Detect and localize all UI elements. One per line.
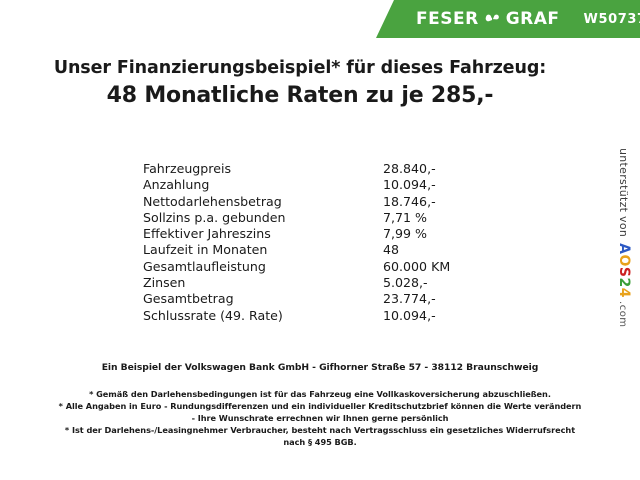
aos-letter-2: 2 bbox=[616, 277, 632, 288]
legal-line: * Ist der Darlehens-/Leasingnehmer Verbr… bbox=[64, 425, 576, 436]
table-row: Laufzeit in Monaten 48 bbox=[143, 242, 450, 258]
row-value: 48 bbox=[383, 242, 400, 258]
legal-line: * Gemäß den Darlehensbedingungen ist für… bbox=[89, 389, 551, 399]
row-value: 10.094,- bbox=[383, 177, 436, 193]
row-label: Zinsen bbox=[143, 275, 186, 291]
vehicle-id-label: W507378 bbox=[583, 11, 640, 27]
supported-by-sidebar: unterstützt von AOS24 .com bbox=[608, 148, 638, 338]
table-row: Anzahlung 10.094,- bbox=[143, 177, 450, 193]
aos-letter-4: 4 bbox=[616, 287, 632, 299]
table-row: Gesamtbetrag 23.774,- bbox=[143, 291, 450, 307]
aos-letter-o: O bbox=[616, 254, 632, 267]
table-row: Fahrzeugpreis 28.840,- bbox=[143, 161, 450, 177]
row-label: Laufzeit in Monaten bbox=[143, 242, 268, 258]
row-label: Sollzins p.a. gebunden bbox=[143, 209, 286, 225]
row-value: 7,71 % bbox=[383, 209, 428, 225]
row-label: Fahrzeugpreis bbox=[143, 161, 232, 176]
row-label: Nettodarlehensbetrag bbox=[143, 193, 282, 209]
finance-table-body: Fahrzeugpreis 28.840,- Anzahlung 10.094,… bbox=[143, 161, 450, 324]
table-row: Effektiver Jahreszins 7,99 % bbox=[143, 226, 450, 242]
brand-name-graf: GRAF bbox=[505, 8, 560, 29]
aos-letter-a: A bbox=[616, 243, 632, 255]
row-value: 18.746,- bbox=[383, 193, 436, 209]
supported-by-label: unterstützt von bbox=[617, 148, 630, 238]
page-title: Unser Finanzierungsbeispiel* für dieses … bbox=[0, 58, 600, 110]
table-row: Zinsen 5.028,- bbox=[143, 275, 450, 291]
table-row: Schlussrate (49. Rate) 10.094,- bbox=[143, 308, 450, 324]
table-row: Sollzins p.a. gebunden 7,71 % bbox=[143, 210, 450, 226]
four-leaf-clover-icon bbox=[485, 12, 500, 27]
finance-details-table: Fahrzeugpreis 28.840,- Anzahlung 10.094,… bbox=[143, 161, 450, 324]
supported-by-inner: unterstützt von AOS24 .com bbox=[616, 148, 632, 328]
legal-line: - Ihre Wunschrate errechnen wir Ihnen ge… bbox=[191, 413, 449, 424]
row-value: 10.094,- bbox=[383, 307, 436, 323]
table-row: Gesamtlaufleistung 60.000 KM bbox=[143, 259, 450, 275]
bank-disclaimer-line: Ein Beispiel der Volkswagen Bank GmbH - … bbox=[101, 362, 539, 373]
legal-line: nach § 495 BGB. bbox=[283, 437, 357, 448]
row-label: Anzahlung bbox=[143, 177, 210, 193]
row-value: 60.000 KM bbox=[383, 258, 451, 274]
row-label: Effektiver Jahreszins bbox=[143, 226, 271, 242]
legal-line: * Alle Angaben in Euro - Rundungsdiffere… bbox=[58, 401, 582, 412]
row-label: Gesamtlaufleistung bbox=[143, 258, 266, 274]
row-value: 7,99 % bbox=[383, 226, 428, 242]
row-label: Schlussrate (49. Rate) bbox=[143, 307, 283, 323]
aos-domain-suffix: .com bbox=[617, 301, 628, 328]
brand-name-feser: FESER bbox=[416, 8, 479, 29]
row-value: 23.774,- bbox=[383, 291, 436, 307]
row-value: 28.840,- bbox=[383, 161, 436, 176]
title-subheading: Unser Finanzierungsbeispiel* für dieses … bbox=[53, 58, 547, 78]
brand-logo: FESER GRAF W507378 bbox=[416, 8, 640, 29]
title-main-rate: 48 Monatliche Raten zu je 285,- bbox=[106, 82, 494, 108]
table-row: Nettodarlehensbetrag 18.746,- bbox=[143, 194, 450, 210]
row-label: Gesamtbetrag bbox=[143, 291, 234, 307]
legal-disclaimer-block: * Gemäß den Darlehensbedingungen ist für… bbox=[0, 388, 640, 448]
aos-letter-s: S bbox=[616, 266, 632, 278]
aos24-logo: AOS24 .com bbox=[616, 243, 632, 327]
brand-header-bar: FESER GRAF W507378 bbox=[376, 0, 640, 38]
row-value: 5.028,- bbox=[383, 275, 428, 291]
